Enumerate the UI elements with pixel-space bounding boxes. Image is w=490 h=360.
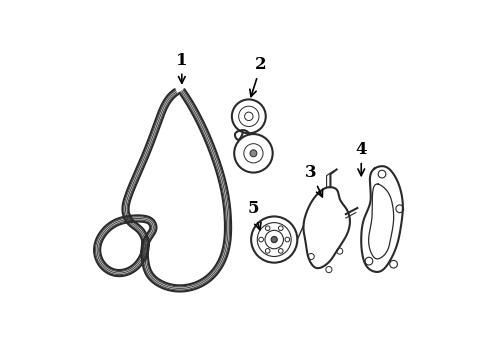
Text: 4: 4 <box>355 141 367 176</box>
Text: 5: 5 <box>247 200 261 230</box>
Circle shape <box>250 150 257 157</box>
Text: 2: 2 <box>250 56 267 96</box>
Circle shape <box>271 237 277 243</box>
Text: 3: 3 <box>305 164 322 197</box>
Text: 1: 1 <box>176 51 188 83</box>
